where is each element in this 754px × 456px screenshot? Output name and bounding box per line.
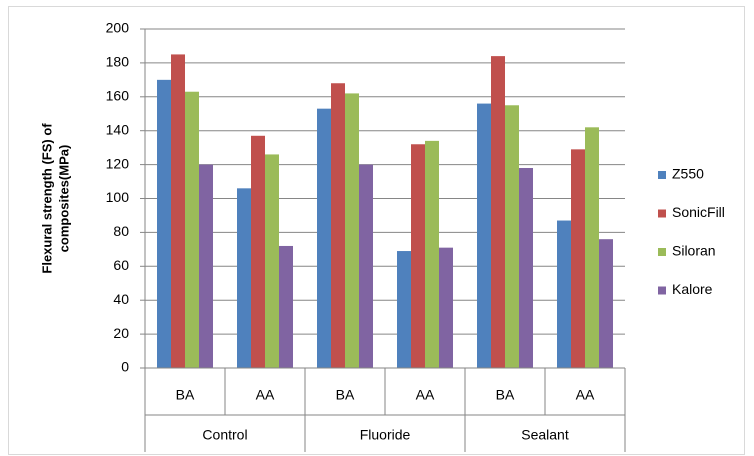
legend-swatch	[658, 171, 666, 179]
x-tick-label: BA	[496, 387, 515, 403]
group-label: Sealant	[521, 427, 569, 443]
y-tick-label: 200	[106, 20, 130, 36]
bar	[157, 79, 171, 368]
group-label: Fluoride	[360, 427, 411, 443]
bar	[571, 149, 585, 368]
bar	[199, 164, 213, 368]
legend-label: Siloran	[672, 243, 716, 259]
bar	[411, 144, 425, 368]
legend-swatch	[658, 209, 666, 218]
bar	[265, 154, 279, 368]
y-tick-label: 100	[106, 189, 130, 205]
y-axis-title: Flexural strength (FS) of	[39, 123, 54, 274]
y-tick-label: 0	[121, 359, 129, 375]
bar	[359, 164, 373, 368]
y-tick-label: 120	[106, 155, 130, 171]
bar	[439, 247, 453, 368]
bar	[317, 108, 331, 368]
bar	[185, 91, 199, 368]
y-tick-label: 140	[106, 121, 130, 137]
x-tick-label: AA	[576, 387, 595, 403]
x-tick-label: BA	[336, 387, 355, 403]
bar	[477, 103, 491, 368]
x-tick-label: BA	[176, 387, 195, 403]
legend-swatch	[658, 248, 666, 256]
x-tick-label: AA	[256, 387, 275, 403]
chart-frame	[8, 6, 745, 455]
y-tick-label: 60	[113, 257, 129, 273]
bar	[251, 135, 265, 368]
bar	[585, 127, 599, 368]
bar	[397, 251, 411, 368]
bar	[425, 140, 439, 368]
legend-label: Kalore	[672, 281, 713, 297]
bar	[279, 245, 293, 368]
y-tick-label: 160	[106, 88, 130, 104]
bar	[345, 93, 359, 368]
bar	[599, 239, 613, 368]
group-label: Control	[202, 427, 247, 443]
x-tick-label: AA	[416, 387, 435, 403]
y-tick-label: 20	[113, 325, 129, 341]
bar	[519, 167, 533, 368]
bar	[505, 105, 519, 369]
bar	[171, 54, 185, 369]
y-tick-label: 40	[113, 291, 129, 307]
legend-label: Z550	[672, 166, 704, 182]
bar	[557, 220, 571, 368]
legend-label: SonicFill	[672, 204, 725, 220]
bar	[237, 188, 251, 368]
bar	[491, 56, 505, 369]
y-tick-label: 180	[106, 54, 130, 70]
y-tick-label: 80	[113, 223, 129, 239]
bar	[331, 83, 345, 369]
y-axis-title: composites(MPa)	[56, 145, 71, 253]
legend-swatch	[658, 286, 666, 295]
